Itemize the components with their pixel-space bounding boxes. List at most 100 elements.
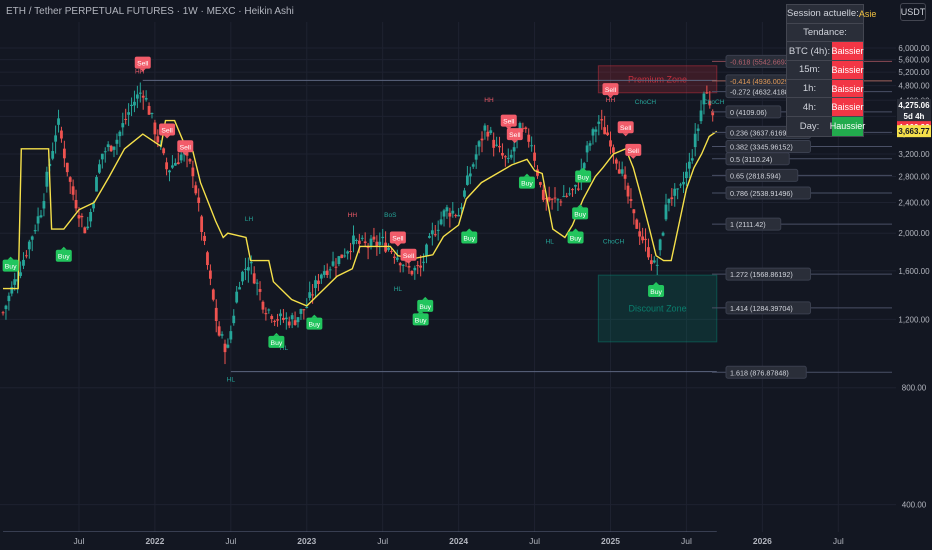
x-tick-label: 2022 [145, 536, 164, 546]
candle-body [652, 260, 656, 263]
marker-pointer [630, 155, 637, 159]
candle-body [591, 129, 595, 136]
candle-body [279, 313, 282, 317]
candle-body [121, 123, 125, 128]
candle-body [463, 190, 466, 197]
candle-body [217, 326, 221, 336]
sell-marker: Sell [617, 121, 634, 137]
sell-marker: Sell [506, 128, 523, 144]
y-tick-label: 4,800.00 [898, 82, 930, 91]
sell-marker: Sell [159, 123, 176, 139]
candle-body [664, 204, 668, 220]
marker-text: Sell [180, 144, 192, 151]
candle-body [550, 198, 554, 200]
y-tick-label: 5,200.00 [898, 68, 930, 77]
marker-text: Buy [463, 235, 475, 242]
dashboard-key: 4h: [802, 101, 817, 113]
candle-body [568, 193, 572, 195]
candle-body [530, 145, 534, 147]
candle-body [617, 169, 621, 174]
marker-box [2, 259, 19, 272]
marker-text: Buy [650, 289, 662, 296]
candle-body [685, 171, 688, 179]
marker-box [177, 140, 194, 153]
candle-body [527, 134, 531, 142]
candle-body [541, 189, 545, 200]
candle-body [10, 287, 14, 294]
structure-label: HH [606, 97, 616, 104]
candle-body [80, 215, 84, 218]
x-tick-label: Jul [681, 536, 692, 546]
candle-body [223, 343, 227, 353]
candle-body [626, 185, 630, 197]
candle-body [690, 158, 694, 161]
zone-label: Discount Zone [629, 303, 687, 313]
candle-body [395, 257, 399, 260]
candle-body [322, 271, 326, 275]
candle-body [355, 240, 358, 242]
chart-title: ETH / Tether PERPETUAL FUTURES · 1W · ME… [6, 6, 294, 17]
candle-body [547, 197, 551, 201]
candle-body [179, 154, 183, 161]
candle-body [620, 169, 624, 174]
candle-body [77, 215, 81, 219]
marker-text: Sell [137, 61, 149, 68]
marker-box [518, 176, 535, 189]
candle-body [340, 254, 344, 259]
sell-marker: Sell [625, 143, 642, 159]
structure-label: HL [227, 377, 236, 384]
candle-body [141, 95, 145, 98]
marker-box [461, 231, 478, 244]
candle-body [670, 197, 674, 200]
candle-body [357, 240, 361, 244]
candle-body [635, 219, 639, 229]
marker-box [389, 231, 406, 244]
x-tick-label: Jul [529, 536, 540, 546]
candle-body [311, 294, 315, 296]
marker-pointer [394, 243, 401, 247]
candle-body [86, 226, 90, 229]
dashboard-value: Baissier [832, 79, 864, 98]
candle-body [45, 171, 49, 187]
marker-box [625, 143, 642, 156]
candle-body [173, 162, 177, 166]
marker-text: Sell [503, 119, 515, 126]
dashboard-key: Session actuelle: [787, 8, 859, 20]
currency-button[interactable]: USDT [900, 3, 926, 21]
candle-body [144, 98, 148, 100]
candle-body [208, 270, 212, 279]
marker-pointer [422, 296, 429, 300]
fib-label: 1.618 (876.87848) [730, 368, 789, 377]
candle-body [13, 279, 17, 285]
candle-body [699, 110, 703, 122]
candle-body [571, 189, 574, 191]
candle-body [349, 251, 352, 253]
supertrend-polyline [3, 119, 718, 307]
candle-body [22, 259, 25, 266]
marker-text: Buy [5, 264, 17, 271]
candle-body [171, 165, 174, 168]
structure-label: ChoCH [703, 99, 725, 106]
candle-body [305, 306, 309, 308]
dashboard-row: 1h: Baissier [787, 79, 864, 99]
sell-marker: Sell [177, 140, 194, 156]
candle-body [106, 144, 110, 148]
price-tag-current: 4,275.06 [898, 101, 930, 110]
price-axis-bg [896, 0, 932, 550]
candle-body [62, 148, 66, 159]
marker-text: Sell [392, 235, 404, 242]
price-tag-box [897, 99, 931, 112]
marker-pointer [607, 95, 614, 99]
candle-body [676, 188, 680, 190]
candle-body [290, 315, 294, 320]
candle-body [687, 161, 691, 169]
candle-body [130, 104, 133, 107]
candle-body [655, 264, 659, 266]
candle-body [150, 112, 154, 114]
candle-body [503, 156, 507, 158]
fib-label: 0.236 (3637.61696) [730, 128, 793, 137]
candle-body [238, 287, 241, 290]
candle-body [574, 184, 577, 187]
